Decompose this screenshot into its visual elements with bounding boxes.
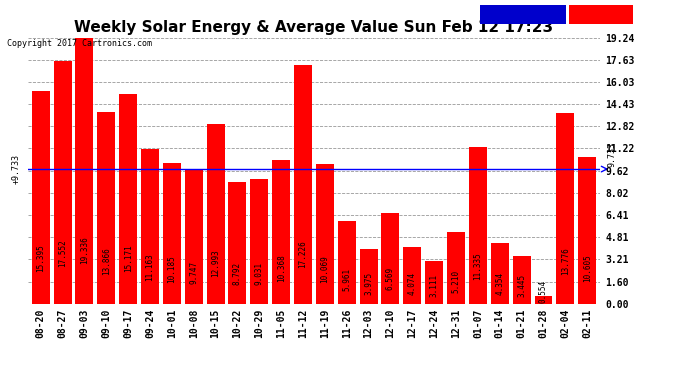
Bar <box>491 243 509 304</box>
Text: 8.792: 8.792 <box>233 262 242 285</box>
Bar <box>556 113 574 304</box>
Text: 6.569: 6.569 <box>386 267 395 290</box>
Text: 5.961: 5.961 <box>342 268 351 291</box>
Bar <box>206 124 224 304</box>
Bar <box>119 94 137 304</box>
Bar <box>425 261 443 304</box>
Title: Weekly Solar Energy & Average Value Sun Feb 12 17:23: Weekly Solar Energy & Average Value Sun … <box>75 20 553 35</box>
Bar <box>316 164 334 304</box>
Text: Copyright 2017 Cartronics.com: Copyright 2017 Cartronics.com <box>7 39 152 48</box>
Text: 15.171: 15.171 <box>124 244 132 272</box>
Text: 19.336: 19.336 <box>80 236 89 264</box>
Bar <box>513 256 531 304</box>
Text: 12.993: 12.993 <box>211 249 220 277</box>
Text: 10.185: 10.185 <box>168 255 177 283</box>
Bar <box>141 149 159 304</box>
Bar <box>32 91 50 304</box>
Bar <box>382 213 400 304</box>
Bar <box>578 157 596 304</box>
Bar <box>447 232 465 304</box>
Text: 10.368: 10.368 <box>277 255 286 282</box>
Text: 13.866: 13.866 <box>102 247 111 275</box>
Bar <box>163 163 181 304</box>
Text: 3.111: 3.111 <box>430 274 439 297</box>
Bar <box>469 147 487 304</box>
Text: Average  ($): Average ($) <box>491 10 555 19</box>
Bar <box>535 296 553 304</box>
Bar <box>54 61 72 304</box>
Text: 9.733: 9.733 <box>608 142 617 167</box>
Text: 10.069: 10.069 <box>320 255 329 283</box>
Text: 9.747: 9.747 <box>189 260 198 284</box>
Text: +9.733: +9.733 <box>12 154 21 184</box>
Text: 17.226: 17.226 <box>299 240 308 268</box>
Bar <box>272 160 290 304</box>
Text: 3.975: 3.975 <box>364 272 373 296</box>
Text: 10.605: 10.605 <box>582 254 592 282</box>
Text: 0.554: 0.554 <box>539 279 548 303</box>
Bar <box>250 179 268 304</box>
Text: 13.776: 13.776 <box>561 248 570 275</box>
Bar <box>338 221 356 304</box>
Text: 3.445: 3.445 <box>517 273 526 297</box>
Text: 11.163: 11.163 <box>146 253 155 280</box>
Text: 15.395: 15.395 <box>36 244 46 272</box>
Text: 4.074: 4.074 <box>408 272 417 295</box>
Bar <box>75 36 93 304</box>
Text: 5.210: 5.210 <box>451 270 460 293</box>
Text: 9.031: 9.031 <box>255 262 264 285</box>
Bar <box>404 248 422 304</box>
Bar <box>294 65 312 304</box>
Bar <box>97 112 115 304</box>
Bar <box>228 182 246 304</box>
Bar <box>185 169 203 304</box>
Text: Daily  ($): Daily ($) <box>575 10 628 19</box>
Bar <box>359 249 377 304</box>
Text: 11.335: 11.335 <box>473 252 482 280</box>
Text: 4.354: 4.354 <box>495 272 504 295</box>
Text: 17.552: 17.552 <box>58 240 67 267</box>
